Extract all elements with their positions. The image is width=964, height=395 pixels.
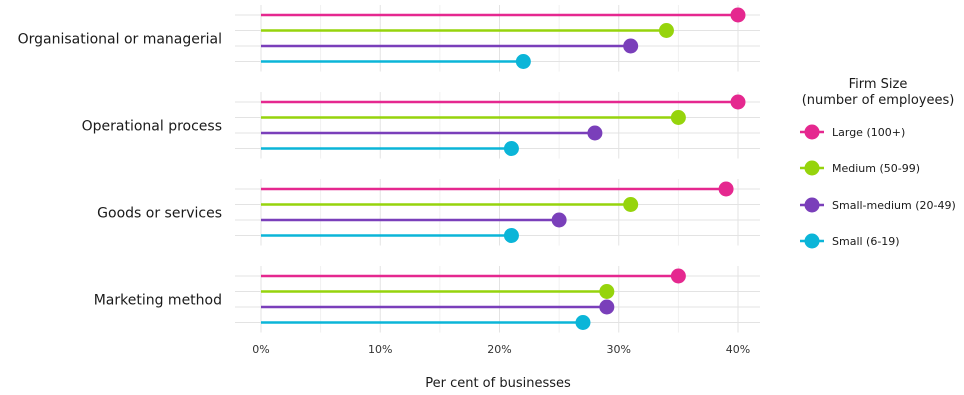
lollipop-point bbox=[575, 315, 591, 330]
category-label: Organisational or managerial bbox=[18, 31, 222, 47]
x-tick-label: 30% bbox=[607, 343, 631, 356]
category-labels: Organisational or managerial Operational … bbox=[18, 31, 222, 308]
legend-label: Small (6-19) bbox=[832, 235, 900, 248]
legend-key-point bbox=[804, 233, 820, 249]
lollipop-point bbox=[503, 228, 519, 243]
lollipop-point bbox=[587, 125, 603, 141]
chart-marks bbox=[261, 7, 746, 330]
x-tick-label: 20% bbox=[487, 343, 511, 356]
lollipop-point bbox=[670, 268, 686, 284]
x-tick-label: 10% bbox=[368, 343, 392, 356]
legend-key-point bbox=[804, 160, 820, 176]
x-axis-ticks: 0% 10% 20% 30% 40% bbox=[252, 343, 750, 356]
lollipop-point bbox=[599, 299, 615, 315]
lollipop-point bbox=[599, 284, 615, 299]
lollipop-point bbox=[658, 23, 674, 38]
x-axis-title: Per cent of businesses bbox=[425, 376, 571, 391]
legend-label: Large (100+) bbox=[832, 126, 905, 139]
lollipop-point bbox=[515, 54, 531, 69]
lollipop-point bbox=[503, 141, 519, 156]
lollipop-point bbox=[718, 181, 734, 197]
legend-key-point bbox=[804, 124, 820, 140]
legend-label: Medium (50-99) bbox=[832, 162, 920, 175]
category-label: Marketing method bbox=[94, 292, 222, 308]
legend-label: Small-medium (20-49) bbox=[832, 199, 956, 212]
legend-title-line-2: (number of employees) bbox=[802, 93, 955, 108]
legend-item: Large (100+) bbox=[800, 124, 905, 140]
category-label: Goods or services bbox=[97, 205, 222, 221]
legend-title-line-1: Firm Size bbox=[849, 77, 908, 92]
x-tick-label: 0% bbox=[252, 343, 269, 356]
x-tick-label: 40% bbox=[726, 343, 750, 356]
lollipop-point bbox=[730, 7, 746, 23]
legend-item: Small (6-19) bbox=[800, 233, 900, 249]
lollipop-point bbox=[623, 38, 639, 54]
legend-key-point bbox=[804, 197, 820, 213]
legend-item: Medium (50-99) bbox=[800, 160, 920, 176]
lollipop-point bbox=[623, 197, 639, 212]
lollipop-point bbox=[730, 94, 746, 110]
lollipop-point bbox=[551, 212, 567, 228]
legend-items: Large (100+) Medium (50-99) Small-medium (… bbox=[800, 124, 956, 249]
legend-item: Small-medium (20-49) bbox=[800, 197, 956, 213]
legend: Firm Size (number of employees) Large (1… bbox=[800, 77, 956, 249]
lollipop-point bbox=[670, 110, 686, 125]
category-label: Operational process bbox=[82, 118, 222, 134]
grid bbox=[235, 5, 760, 333]
